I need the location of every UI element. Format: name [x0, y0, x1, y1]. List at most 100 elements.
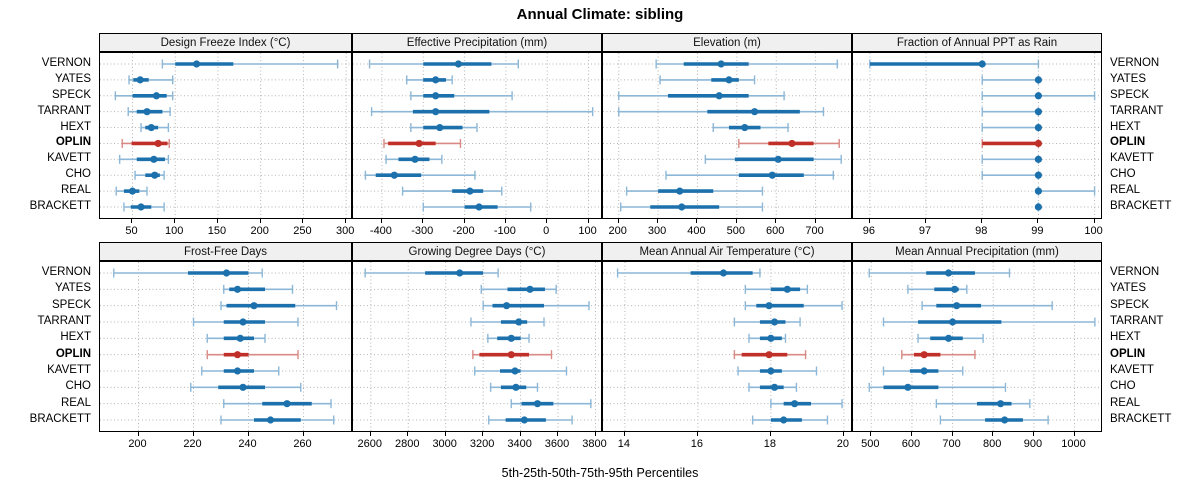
interval-yates	[659, 75, 756, 85]
interval-real	[401, 186, 503, 196]
x-tick	[735, 219, 737, 223]
x-tick-label: 16	[690, 438, 703, 450]
x-tick	[380, 219, 382, 223]
x-tick-label: 200	[608, 225, 627, 237]
x-tick-label: 300	[647, 225, 667, 237]
x-tick-label: 800	[983, 438, 1002, 450]
panel-plot-fraction-of-annual-ppt-as-rain	[852, 52, 1102, 219]
station-label-yates: YATES	[55, 282, 91, 295]
panel-strip-effective-precipitation-mm: Effective Precipitation (mm)	[352, 33, 602, 52]
panel-canvas	[100, 262, 351, 431]
x-tick	[1073, 432, 1075, 436]
interval-brackett	[123, 202, 165, 212]
interval-brackett	[751, 415, 829, 425]
interval-oplin	[738, 138, 840, 148]
interval-kavett	[385, 154, 443, 164]
x-axis-fraction-of-annual-ppt-as-rain: 96 97 98 99 100	[852, 219, 1103, 241]
station-labels-right-row1: VERNON YATES SPECK TARRANT HEXT OPLIN KAVETT CH…	[1106, 52, 1200, 219]
x-tick	[992, 432, 994, 436]
interval-cho	[981, 170, 1042, 180]
interval-cho	[134, 170, 165, 180]
station-label-kavett: KAVETT	[1110, 152, 1154, 165]
interval-tarrant	[127, 107, 171, 117]
station-label-speck: SPECK	[1110, 88, 1149, 101]
interval-speck	[744, 301, 843, 311]
station-label-real: REAL	[60, 396, 91, 409]
interval-oplin	[472, 350, 553, 360]
interval-real	[1034, 186, 1096, 196]
x-tick-label: -400	[369, 225, 392, 237]
interval-tarrant	[882, 317, 1096, 327]
station-label-hext: HEXT	[60, 331, 91, 344]
interval-yates	[406, 75, 453, 85]
panel-strip-frost-free-days: Frost-Free Days	[99, 242, 352, 261]
interval-vernon	[655, 59, 838, 69]
x-axis-elevation-m: 200 300 400 500 600 700	[602, 219, 852, 241]
x-tick-label: 20	[836, 438, 849, 450]
x-tick	[623, 432, 625, 436]
x-tick	[369, 432, 371, 436]
panel-canvas	[853, 262, 1101, 431]
x-tick	[463, 219, 465, 223]
x-tick-label: 3800	[582, 438, 607, 450]
station-label-cho: CHO	[65, 380, 91, 393]
interval-yates	[981, 75, 1042, 85]
interval-tarrant	[981, 107, 1042, 117]
panel-canvas	[353, 262, 601, 431]
interval-brackett	[422, 202, 532, 212]
station-label-tarrant: TARRANT	[1110, 315, 1164, 327]
x-tick	[1037, 219, 1039, 223]
interval-brackett	[939, 415, 1049, 425]
x-tick-label: 500	[726, 225, 746, 237]
interval-oplin	[901, 350, 976, 360]
x-tick-label: 600	[901, 438, 921, 450]
x-tick	[870, 432, 872, 436]
station-labels-left-row2: VERNON YATES SPECK TARRANT HEXT OPLIN KAVETT CH…	[0, 261, 95, 432]
x-tick	[587, 219, 589, 223]
panel-strip-fraction-of-annual-ppt-as-rain: Fraction of Annual PPT as Rain	[852, 33, 1102, 52]
interval-tarrant	[470, 317, 545, 327]
interval-real	[510, 399, 592, 409]
interval-hext	[712, 123, 789, 133]
station-label-brackett: BRACKETT	[29, 200, 91, 212]
x-tick-label: 50	[125, 225, 138, 237]
x-tick-label: 260	[293, 438, 312, 450]
x-tick	[594, 432, 596, 436]
interval-oplin	[121, 138, 170, 148]
station-label-vernon: VERNON	[41, 57, 91, 69]
x-tick	[137, 432, 139, 436]
x-tick-label: 98	[975, 225, 988, 237]
panel-strip-mean-annual-precipitation-mm: Mean Annual Precipitation (mm)	[852, 242, 1102, 261]
panel-strip-design-freeze-index-c: Design Freeze Index (°C)	[99, 33, 352, 52]
x-tick	[407, 432, 409, 436]
interval-real	[115, 186, 148, 196]
interval-yates	[744, 284, 809, 294]
interval-oplin	[981, 138, 1042, 148]
station-label-hext: HEXT	[60, 120, 91, 133]
x-tick-label: 2600	[357, 438, 383, 450]
interval-vernon	[161, 59, 339, 69]
x-tick	[504, 219, 506, 223]
x-axis-mean-annual-precipitation-mm: 500 600 700 800 900 1000	[852, 432, 1102, 454]
x-tick-label: 220	[183, 438, 202, 450]
x-tick	[1093, 219, 1095, 223]
interval-speck	[114, 91, 174, 101]
panel-canvas	[353, 53, 601, 218]
interval-brackett	[620, 202, 764, 212]
interval-cho	[665, 170, 835, 180]
x-tick-label: 150	[207, 225, 227, 237]
x-tick-label: 14	[617, 438, 631, 450]
x-tick	[174, 219, 176, 223]
interval-vernon	[616, 268, 761, 278]
interval-hext	[140, 123, 170, 133]
interval-cho	[364, 170, 476, 180]
interval-oplin	[733, 350, 807, 360]
station-label-brackett: BRACKETT	[29, 413, 91, 425]
station-labels-right-row2: VERNON YATES SPECK TARRANT HEXT OPLIN KAVETT CH…	[1106, 261, 1200, 432]
station-label-oplin: OPLIN	[1110, 136, 1146, 149]
panel-plot-effective-precipitation-mm	[352, 52, 602, 219]
x-tick	[422, 219, 424, 223]
station-label-oplin: OPLIN	[55, 347, 91, 360]
x-tick	[775, 219, 777, 223]
station-label-speck: SPECK	[52, 88, 91, 101]
